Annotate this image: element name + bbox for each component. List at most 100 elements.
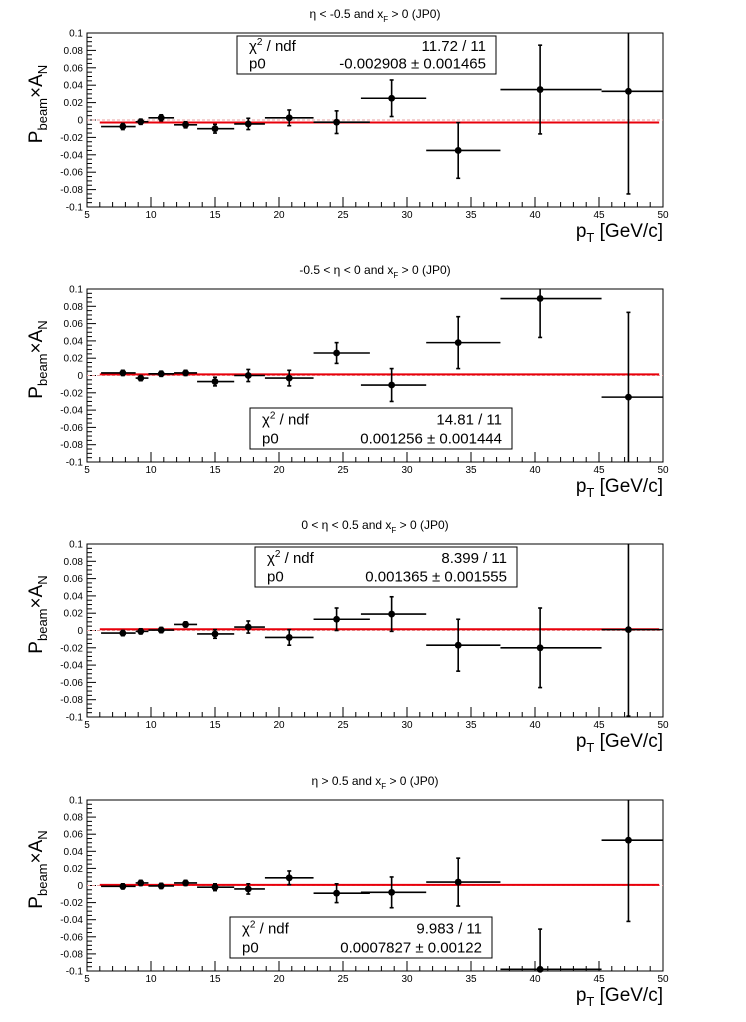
data-point [234,368,265,383]
data-marker [388,888,396,896]
x-tick-label: 30 [401,210,413,221]
data-marker [454,641,462,649]
panel-title-main: -0.5 < η < 0 and x [299,263,393,277]
data-point [148,626,175,634]
y-axis-title-subscript: beam [35,98,50,131]
data-point [135,118,149,126]
data-marker [157,370,165,378]
x-tick-label: 10 [145,720,157,731]
x-tick-label: 15 [209,210,221,221]
x-tick-label: 40 [529,720,541,731]
y-tick-label: -0.08 [60,949,83,960]
stats-p0-value: -0.002908 ± 0.001465 [339,56,486,73]
y-tick-label: -0.04 [60,406,83,417]
y-tick-label: 0.02 [64,354,84,365]
stats-chi2-label: χ2 / ndf [242,919,290,937]
y-tick-label: -0.06 [60,168,83,179]
data-point [426,618,501,672]
p0-error: 0.001555 [444,568,507,585]
y-tick-label: 0.06 [64,574,84,585]
panel-title-subscript: F [391,526,396,535]
stats-p0-label: p0 [242,939,259,956]
chi2-ndf-label: / ndf [262,38,296,55]
y-tick-label: 0.04 [64,81,84,92]
x-axis-title: pT [GeV/c] [576,731,663,755]
p0-error: 0.001465 [423,56,486,73]
chi2-symbol: χ [262,411,270,428]
data-point [601,311,663,462]
x-tick-label: 30 [401,720,413,731]
y-tick-label: 0.06 [64,830,84,841]
y-tick-label: -0.08 [60,695,83,706]
x-tick-label: 5 [84,974,90,985]
data-point [313,882,370,904]
data-point [148,882,175,890]
data-marker [285,874,293,882]
y-tick-label: -0.04 [60,915,83,926]
y-tick-label: -0.02 [60,388,83,399]
x-tick-label: 35 [465,974,477,985]
x-tick-label: 40 [529,465,541,476]
data-point [313,341,370,365]
y-tick-label: -0.1 [66,458,84,469]
data-point [234,882,265,895]
stats-box: χ2 / ndf 9.983 / 11 p0 0.0007827 ± 0.00122 [229,916,493,959]
stats-box-frame [236,35,497,75]
chi2-symbol: χ [249,38,257,55]
data-marker [244,885,252,893]
y-tick-label: 0.1 [69,285,83,296]
x-tick-label: 40 [529,210,541,221]
x-tick-label: 45 [593,720,605,731]
stats-chi2-label: χ2 / ndf [267,549,315,567]
x-tick-label: 40 [529,974,541,985]
y-tick-label: -0.02 [60,643,83,654]
data-point [426,857,501,907]
p0-value: 0.001256 [360,430,423,447]
y-tick-label: 0.06 [64,63,84,74]
plus-minus-symbol: ± [428,568,445,585]
y-tick-label: -0.08 [60,440,83,451]
x-tick-label: 5 [84,720,90,731]
y-tick-label: -0.1 [66,203,84,214]
x-tick-label: 30 [401,974,413,985]
stats-box-frame [254,546,518,588]
x-axis-title-main: p [576,985,587,1006]
x-tick-label: 30 [401,465,413,476]
y-axis-title-product: ×A [26,584,47,608]
y-axis-title-product: ×A [26,329,47,353]
y-tick-label: 0.1 [69,796,83,807]
chart-panel-1: η < -0.5 and xF > 0 (JP0) -0.1 -0.08 -0.06 -… [26,7,669,245]
data-marker [182,369,189,377]
x-tick-label: 35 [465,465,477,476]
data-point [313,110,370,135]
plus-minus-symbol: ± [411,939,428,956]
y-axis-title: Pbeam×AN [26,575,50,653]
y-tick-label: 0.04 [64,591,84,602]
y-tick-label: 0.1 [69,540,83,551]
data-marker [625,393,632,401]
y-tick-label: -0.06 [60,678,83,689]
stats-box-frame [229,916,493,959]
data-point [197,123,235,134]
plus-minus-symbol: ± [423,430,440,447]
data-point [313,607,370,632]
stats-chi2-value: 9.983 / 11 [416,920,482,937]
y-tick-label: -0.02 [60,133,83,144]
x-tick-label: 15 [209,465,221,476]
stats-chi2-label: χ2 / ndf [262,410,310,428]
data-marker [285,114,293,122]
data-point [264,628,314,647]
p0-error: 0.00122 [428,939,482,956]
data-point [264,870,314,886]
data-marker [211,378,219,385]
data-marker [119,629,127,637]
chi2-ndf-label: / ndf [275,411,309,428]
p0-value: 0.0007827 [340,939,411,956]
chart-panel-2: -0.5 < η < 0 and xF > 0 (JP0) -0.1 -0.08 -0… [26,263,669,500]
panel-title: -0.5 < η < 0 and xF > 0 (JP0) [299,263,450,280]
chi2-superscript: 2 [250,919,256,930]
p0-value: 0.001365 [365,568,428,585]
stats-p0-value: 0.001365 ± 0.001555 [365,568,507,585]
x-axis-title-rest: [GeV/c] [594,476,663,497]
data-marker [182,621,189,628]
